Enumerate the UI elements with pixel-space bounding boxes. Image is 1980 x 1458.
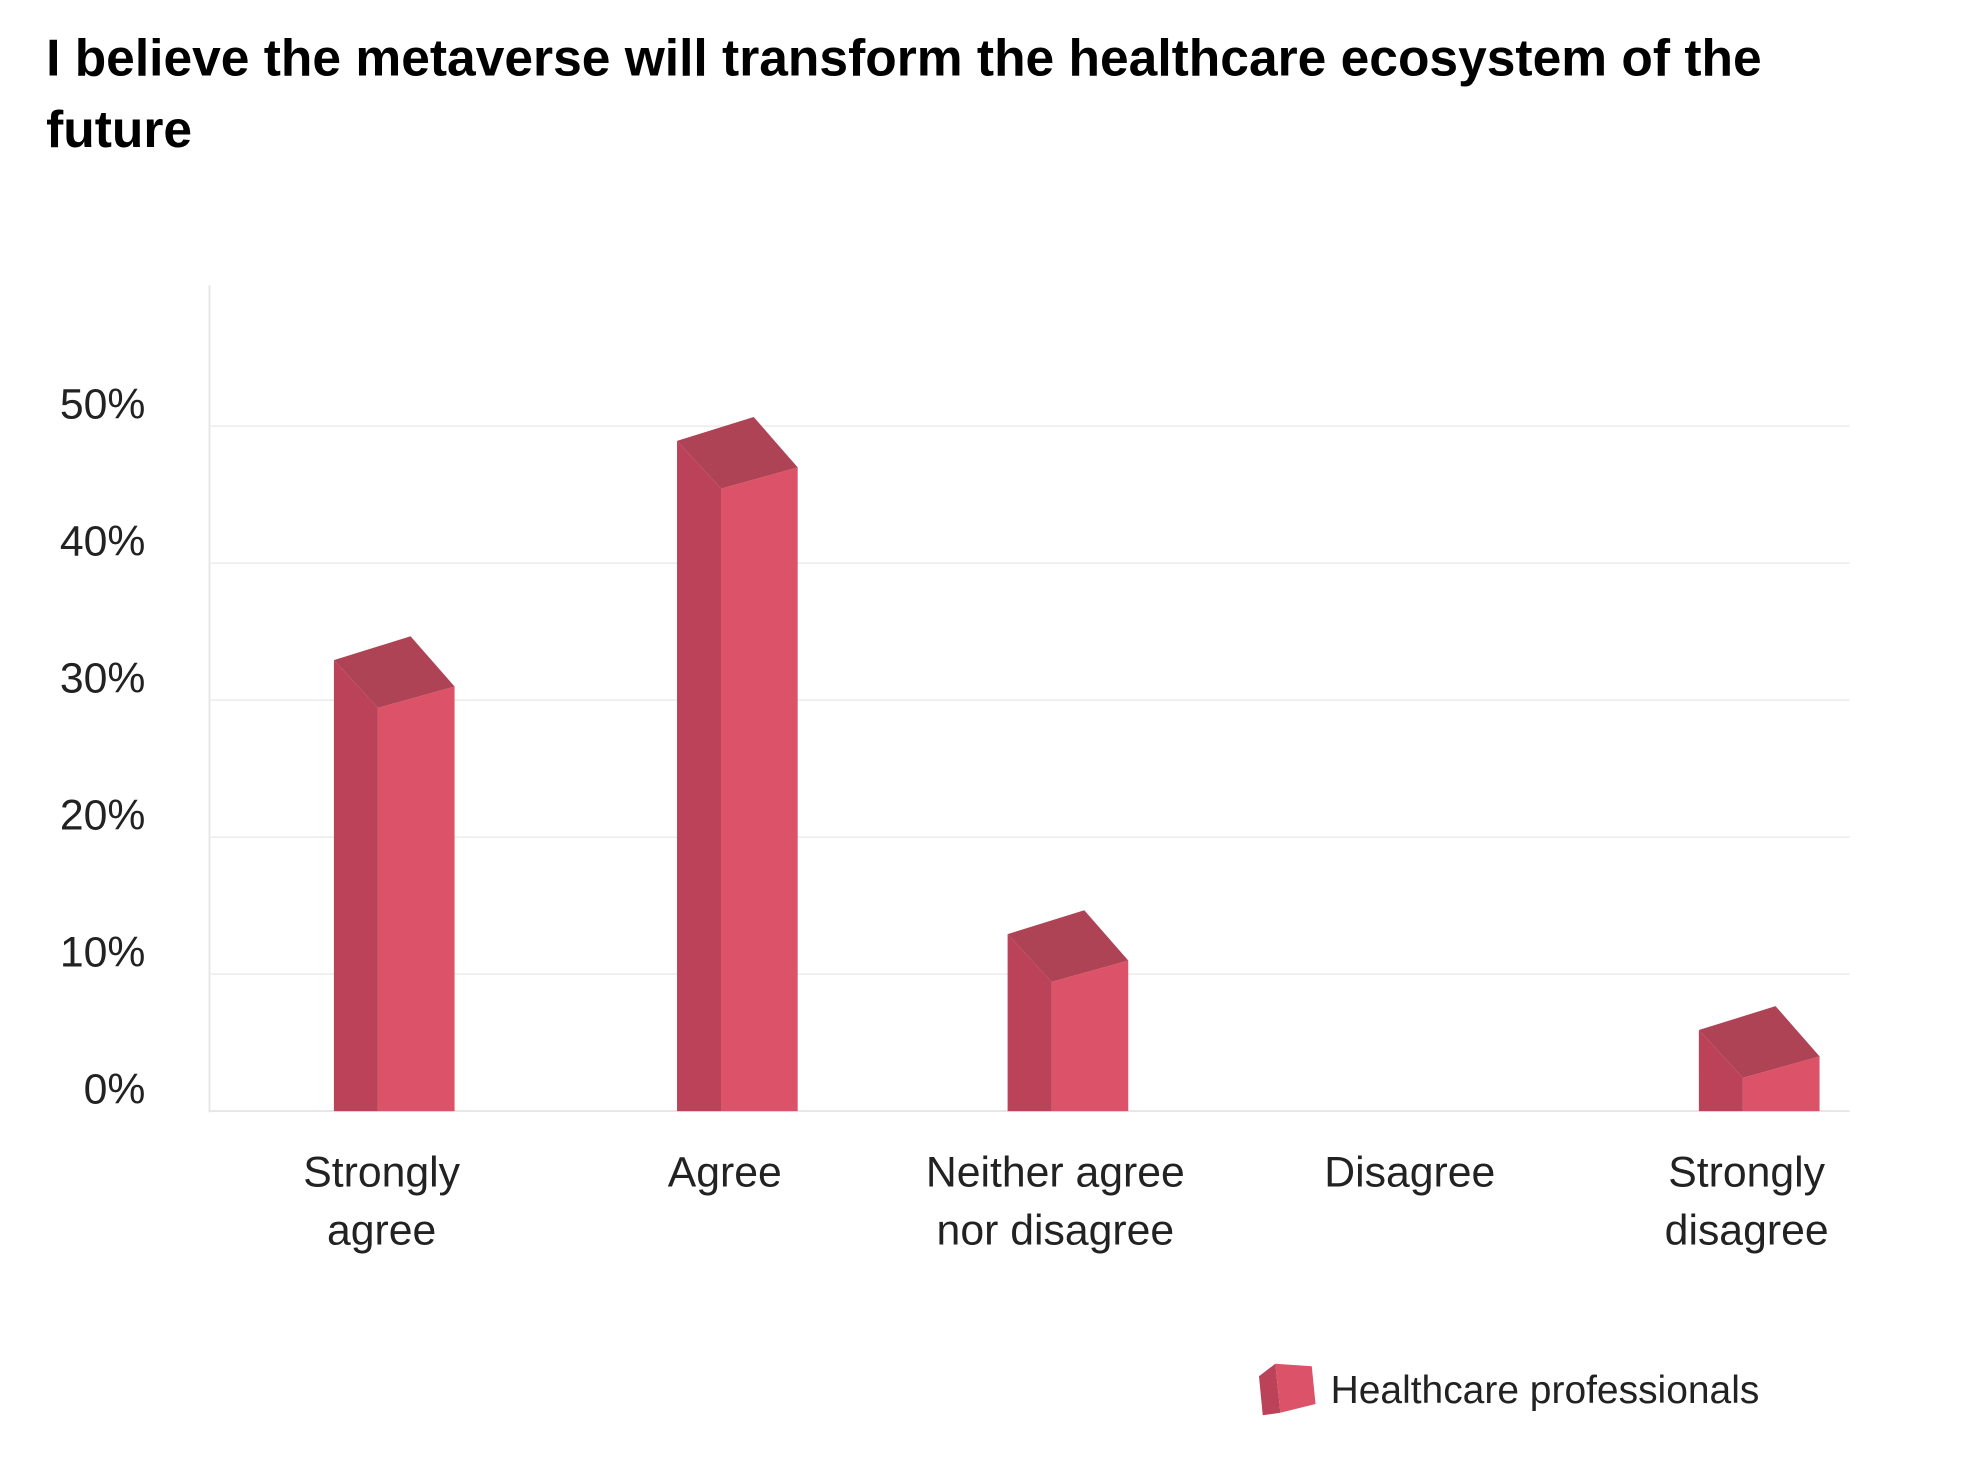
x-label-box: Agree: [667, 1148, 782, 1197]
x-label-box: Strongly agree: [303, 1148, 461, 1255]
bar-side: [1698, 1030, 1743, 1112]
x-label-box: Disagree: [1324, 1148, 1496, 1197]
chart-title: I believe the metaverse will transform t…: [46, 28, 1762, 159]
x-tick-label: Neither agree nor disagree: [925, 1148, 1185, 1255]
bar: [1007, 910, 1129, 1112]
legend-swatch-front: [1275, 1363, 1316, 1413]
bar: [677, 417, 798, 1112]
legend-item: [1258, 1363, 1316, 1416]
y-tick-label: 0%: [84, 1066, 146, 1114]
y-tick-label: 50%: [60, 381, 146, 429]
x-label-box: Neither agree nor disagree: [925, 1148, 1185, 1255]
title-box: I believe the metaverse will transform t…: [46, 28, 1762, 159]
y-tick-label: 30%: [60, 655, 146, 703]
x-tick-label: Agree: [667, 1148, 782, 1197]
bar-top: [1007, 910, 1129, 982]
x-tick-label: Strongly agree: [303, 1148, 461, 1255]
y-tick-label: 20%: [60, 792, 146, 840]
bar-front: [1742, 1056, 1820, 1112]
bar-top: [677, 417, 798, 489]
legend-swatch-side: [1258, 1363, 1281, 1416]
bar-front: [1051, 960, 1129, 1112]
bar-top: [333, 636, 455, 708]
bar-front: [377, 686, 455, 1112]
y-tick-label: 10%: [60, 929, 146, 977]
bar-side: [1007, 934, 1052, 1112]
y-tick-label: 40%: [60, 518, 146, 566]
bar-front: [721, 467, 798, 1112]
x-label-box: Strongly disagree: [1664, 1148, 1829, 1255]
x-tick-label: Strongly disagree: [1664, 1148, 1829, 1255]
bar: [333, 636, 455, 1112]
bar-side: [677, 440, 722, 1112]
x-tick-label: Disagree: [1324, 1148, 1496, 1197]
bar: [1698, 1006, 1820, 1112]
bar-top: [1698, 1006, 1820, 1078]
bar-side: [333, 660, 378, 1112]
legend-label: Healthcare professionals: [1331, 1369, 1760, 1412]
